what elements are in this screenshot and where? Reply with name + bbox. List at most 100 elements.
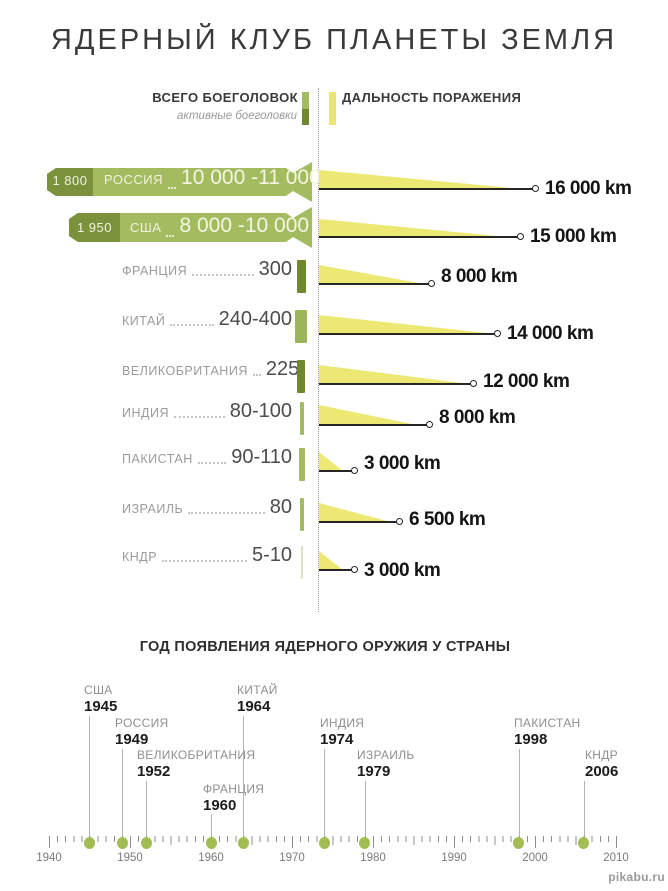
dotted-leader xyxy=(162,560,247,562)
dotted-leader xyxy=(188,512,265,514)
timeline-country: КНДР xyxy=(585,748,618,762)
legend-range-swatch xyxy=(329,92,336,125)
timeline-year: 1979 xyxy=(357,763,391,780)
axis-tick-label: 1970 xyxy=(279,852,305,864)
range-wedge xyxy=(319,315,487,333)
country-name: США xyxy=(130,220,162,235)
range-wedge xyxy=(319,170,522,189)
range-wedge xyxy=(319,503,387,521)
warhead-row-label: РОССИЯ 10 000 -11 000 xyxy=(104,166,321,194)
total-warheads-value: 8 000 -10 000 xyxy=(179,214,310,237)
axis-tick-label: 1960 xyxy=(198,852,224,864)
warhead-row-label: ФРАНЦИЯ 300 xyxy=(122,258,292,281)
warhead-bar xyxy=(299,448,305,481)
page-title: ЯДЕРНЫЙ КЛУБ ПЛАНЕТЫ ЗЕМЛЯ xyxy=(50,24,618,56)
timeline-country: ПАКИСТАН xyxy=(514,716,581,730)
range-label: 8 000 km xyxy=(439,407,516,428)
range-endpoint xyxy=(396,518,403,525)
total-warheads-value: 10 000 -11 000 xyxy=(181,166,321,189)
warhead-row-label: ПАКИСТАН 90-110 xyxy=(122,446,292,469)
total-warheads-value: 225 xyxy=(265,358,300,380)
range-endpoint xyxy=(494,330,501,337)
dotted-leader xyxy=(166,235,175,237)
warhead-missile-bar-usa xyxy=(69,207,312,248)
timeline-entry-india: ИНДИЯ 1974 xyxy=(320,716,364,748)
timeline-country: ВЕЛИКОБРИТАНИЯ xyxy=(137,748,256,762)
range-wedge xyxy=(319,452,343,471)
warhead-row-label: США 8 000 -10 000 xyxy=(130,214,309,242)
axis-tick-label: 1990 xyxy=(441,852,467,864)
legend-total-swatch xyxy=(302,92,309,109)
country-name: КИТАЙ xyxy=(122,314,166,328)
timeline-dot-2006 xyxy=(578,837,589,849)
column-divider-dotted-line xyxy=(318,88,319,612)
dotted-leader xyxy=(170,324,214,326)
timeline-country: ИНДИЯ xyxy=(320,716,365,730)
range-wedge xyxy=(319,365,462,383)
total-warheads-value: 240-400 xyxy=(218,308,292,330)
timeline-entry-israel: ИЗРАИЛЬ 1979 xyxy=(357,748,415,780)
timeline-dot-1952 xyxy=(141,837,152,849)
range-line xyxy=(319,383,471,385)
timeline-dot-1949 xyxy=(117,837,128,849)
timeline-dot-1974 xyxy=(319,837,330,849)
total-warheads-value: 90-110 xyxy=(231,446,292,468)
range-label: 6 500 km xyxy=(409,509,486,530)
timeline-year: 1974 xyxy=(320,731,354,748)
range-line xyxy=(319,521,397,523)
timeline-year: 1945 xyxy=(84,698,118,715)
range-label: 14 000 km xyxy=(507,323,594,344)
timeline-year: 1952 xyxy=(137,763,171,780)
warhead-row-label: ИНДИЯ 80-100 xyxy=(122,400,292,423)
range-endpoint xyxy=(351,566,358,573)
range-line xyxy=(319,470,352,472)
range-line xyxy=(319,569,352,571)
timeline-connector xyxy=(584,781,585,838)
timeline-entry-uk: ВЕЛИКОБРИТАНИЯ 1952 xyxy=(137,748,255,780)
range-label: 8 000 km xyxy=(441,266,518,287)
timeline-connector xyxy=(146,781,147,838)
legend-active-warheads-label: активные боеголовки xyxy=(177,110,297,122)
timeline-entry-russia: РОССИЯ 1949 xyxy=(115,716,169,748)
timeline-country: ИЗРАИЛЬ xyxy=(357,748,415,762)
warhead-bar xyxy=(297,260,306,293)
dotted-leader xyxy=(197,462,227,464)
range-endpoint xyxy=(428,280,435,287)
warhead-row-label: КНДР 5-10 xyxy=(122,544,292,567)
warhead-row-label: КИТАЙ 240-400 xyxy=(122,308,292,331)
warhead-bar xyxy=(295,310,307,343)
timeline-entry-france: ФРАНЦИЯ 1960 xyxy=(203,782,264,814)
range-line xyxy=(319,424,427,426)
timeline-year: 2006 xyxy=(585,763,619,780)
timeline-axis-ticks-decade xyxy=(49,836,618,848)
timeline-dot-1979 xyxy=(359,837,370,849)
dotted-leader xyxy=(174,416,225,418)
legend-total-warheads-label: ВСЕГО БОЕГОЛОВОК xyxy=(152,90,298,105)
timeline-country: КИТАЙ xyxy=(237,683,278,697)
range-line xyxy=(319,188,533,190)
timeline-entry-pakistan: ПАКИСТАН 1998 xyxy=(514,716,581,748)
timeline-year: 1949 xyxy=(115,731,149,748)
range-endpoint xyxy=(351,467,358,474)
range-endpoint xyxy=(532,185,539,192)
dotted-leader xyxy=(252,374,261,376)
range-label: 3 000 km xyxy=(364,560,441,581)
country-name: ВЕЛИКОБРИТАНИЯ xyxy=(122,364,248,378)
warhead-bar xyxy=(300,498,304,531)
range-line xyxy=(319,333,495,335)
timeline-country: ФРАНЦИЯ xyxy=(203,782,265,796)
range-label: 16 000 km xyxy=(545,178,632,199)
dotted-leader xyxy=(168,187,177,189)
timeline-entry-north-korea: КНДР 2006 xyxy=(585,748,618,780)
timeline-title: ГОД ПОЯВЛЕНИЯ ЯДЕРНОГО ОРУЖИЯ У СТРАНЫ xyxy=(139,639,511,655)
legend-range-label: ДАЛЬНОСТЬ ПОРАЖЕНИЯ xyxy=(342,90,522,105)
watermark: pikabu.ru xyxy=(608,870,665,884)
warhead-bar xyxy=(297,360,305,393)
range-wedge xyxy=(319,265,419,283)
active-warheads-value: 1 800 xyxy=(52,173,88,188)
total-warheads-value: 300 xyxy=(258,258,292,280)
range-label: 12 000 km xyxy=(483,371,570,392)
country-name: КНДР xyxy=(122,550,158,564)
axis-tick-label: 1940 xyxy=(36,852,62,864)
timeline-entry-usa: США 1945 xyxy=(84,683,117,715)
